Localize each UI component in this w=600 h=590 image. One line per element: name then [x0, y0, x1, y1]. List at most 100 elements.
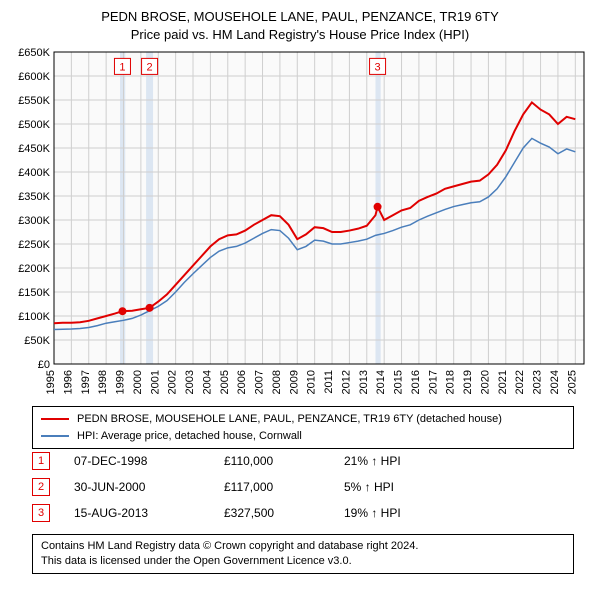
x-tick-label: 2009 [288, 370, 300, 394]
x-tick-group: 2008 [271, 370, 283, 394]
y-tick-label: £550K [18, 95, 50, 107]
x-tick-group: 2004 [201, 370, 213, 394]
legend-swatch [41, 435, 69, 437]
x-tick-label: 2021 [497, 370, 509, 394]
x-tick-label: 1998 [97, 370, 109, 394]
attribution-box: Contains HM Land Registry data © Crown c… [32, 534, 574, 574]
x-tick-group: 2001 [149, 370, 161, 394]
x-tick-label: 2006 [236, 370, 248, 394]
x-tick-group: 2020 [479, 370, 491, 394]
x-tick-group: 2022 [514, 370, 526, 394]
title-line-1: PEDN BROSE, MOUSEHOLE LANE, PAUL, PENZAN… [0, 8, 600, 26]
footer-line-2: This data is licensed under the Open Gov… [41, 554, 565, 569]
y-tick-label: £100K [18, 311, 50, 323]
x-tick-label: 2017 [427, 370, 439, 394]
sale-diff: 21% ↑ HPI [344, 454, 464, 468]
x-tick-label: 2001 [149, 370, 161, 394]
sale-marker: 2 [32, 478, 50, 496]
x-tick-label: 2014 [375, 370, 387, 394]
x-tick-group: 2014 [375, 370, 387, 394]
sale-row: 107-DEC-1998£110,00021% ↑ HPI [32, 448, 574, 474]
y-tick-label: £0 [38, 359, 50, 371]
x-tick-group: 2016 [410, 370, 422, 394]
x-tick-group: 2007 [254, 370, 266, 394]
y-tick-label: £200K [18, 263, 50, 275]
x-tick-group: 2011 [323, 370, 335, 394]
legend-row: HPI: Average price, detached house, Corn… [41, 428, 565, 445]
x-tick-label: 2011 [323, 370, 335, 394]
x-tick-label: 2024 [549, 370, 561, 394]
x-tick-label: 2012 [340, 370, 352, 394]
x-tick-label: 2010 [306, 370, 318, 394]
sale-date: 15-AUG-2013 [74, 506, 224, 520]
x-tick-label: 2019 [462, 370, 474, 394]
x-tick-label: 2016 [410, 370, 422, 394]
x-tick-label: 2013 [358, 370, 370, 394]
sale-marker: 1 [32, 452, 50, 470]
y-tick-label: £300K [18, 215, 50, 227]
footer-line-1: Contains HM Land Registry data © Crown c… [41, 539, 565, 554]
x-tick-label: 1996 [62, 370, 74, 394]
x-tick-group: 1999 [115, 370, 127, 394]
x-tick-label: 2025 [566, 370, 578, 394]
y-tick-label: £600K [18, 71, 50, 83]
sale-diff: 19% ↑ HPI [344, 506, 464, 520]
y-tick-label: £500K [18, 119, 50, 131]
title-block: PEDN BROSE, MOUSEHOLE LANE, PAUL, PENZAN… [0, 0, 600, 43]
sale-point [374, 203, 382, 211]
sale-row: 230-JUN-2000£117,0005% ↑ HPI [32, 474, 574, 500]
chart-marker-label: 1 [119, 61, 125, 73]
legend-swatch [41, 418, 69, 420]
sale-date: 07-DEC-1998 [74, 454, 224, 468]
chart-area: £0 £50K £100K £150K £200K £250K £300K £350K £400… [8, 48, 592, 400]
x-tick-label: 2008 [271, 370, 283, 394]
x-tick-label: 2023 [532, 370, 544, 394]
legend-label: HPI: Average price, detached house, Corn… [77, 428, 302, 445]
x-tick-label: 1997 [80, 370, 92, 394]
x-tick-label: 1999 [115, 370, 127, 394]
x-tick-group: 2010 [306, 370, 318, 394]
highlight-band [120, 52, 125, 364]
x-tick-group: 2002 [167, 370, 179, 394]
x-tick-group: 2018 [445, 370, 457, 394]
y-tick-label: £150K [18, 287, 50, 299]
x-tick-group: 1995 [45, 370, 57, 394]
y-tick-label: £400K [18, 167, 50, 179]
x-tick-label: 2007 [254, 370, 266, 394]
x-tick-group: 2025 [566, 370, 578, 394]
sale-date: 30-JUN-2000 [74, 480, 224, 494]
x-tick-group: 2024 [549, 370, 561, 394]
x-tick-group: 2019 [462, 370, 474, 394]
y-tick-label: £250K [18, 239, 50, 251]
sale-point [118, 307, 126, 315]
highlight-band [146, 52, 153, 364]
chart-marker-label: 2 [147, 61, 153, 73]
x-tick-group: 2023 [532, 370, 544, 394]
x-tick-group: 2012 [340, 370, 352, 394]
x-tick-group: 2003 [184, 370, 196, 394]
sale-price: £327,500 [224, 506, 344, 520]
x-tick-label: 2003 [184, 370, 196, 394]
y-tick-label: £350K [18, 191, 50, 203]
x-tick-group: 2000 [132, 370, 144, 394]
x-tick-group: 2013 [358, 370, 370, 394]
x-tick-group: 2021 [497, 370, 509, 394]
x-tick-group: 2017 [427, 370, 439, 394]
title-line-2: Price paid vs. HM Land Registry's House … [0, 26, 600, 44]
x-tick-group: 2009 [288, 370, 300, 394]
sale-row: 3 15-AUG-2013£327,50019% ↑ HPI [32, 500, 574, 526]
sale-point [146, 304, 154, 312]
sale-price: £117,000 [224, 480, 344, 494]
y-tick-label: £650K [18, 48, 50, 59]
x-tick-group: 2006 [236, 370, 248, 394]
sale-marker: 3 [32, 504, 50, 522]
x-tick-group: 2015 [393, 370, 405, 394]
y-tick-label: £50K [24, 335, 50, 347]
legend-box: PEDN BROSE, MOUSEHOLE LANE, PAUL, PENZAN… [32, 406, 574, 449]
x-tick-label: 2022 [514, 370, 526, 394]
x-tick-label: 1995 [45, 370, 57, 394]
sales-table: 107-DEC-1998£110,00021% ↑ HPI230-JUN-200… [32, 448, 574, 526]
chart-container: PEDN BROSE, MOUSEHOLE LANE, PAUL, PENZAN… [0, 0, 600, 590]
x-tick-label: 2018 [445, 370, 457, 394]
y-tick-label: £450K [18, 143, 50, 155]
